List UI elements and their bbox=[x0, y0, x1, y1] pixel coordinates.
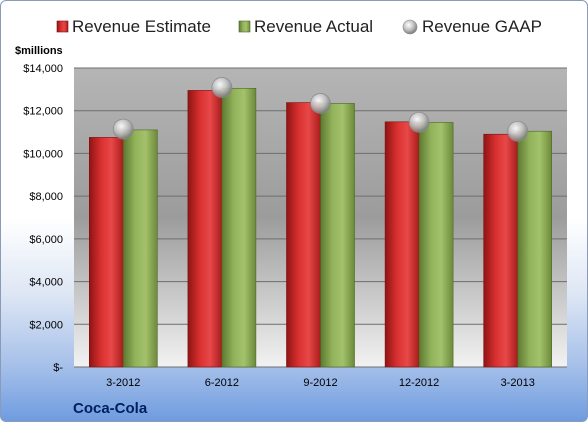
bar-revenue-actual bbox=[320, 103, 355, 368]
y-tick-label: $10,000 bbox=[23, 148, 63, 160]
marker-revenue-gaap bbox=[211, 77, 233, 98]
bars bbox=[89, 87, 553, 368]
marker-revenue-gaap bbox=[507, 120, 529, 142]
legend-label-actual: Revenue Actual bbox=[254, 17, 373, 36]
y-tick-label: $4,000 bbox=[29, 277, 63, 289]
marker-revenue-gaap bbox=[408, 111, 430, 133]
y-tick-label: $14,000 bbox=[23, 63, 63, 75]
legend-swatch-actual bbox=[238, 20, 251, 33]
bar-revenue-estimate bbox=[286, 102, 321, 368]
bar-revenue-estimate bbox=[187, 90, 223, 368]
legend-swatch-gaap bbox=[402, 19, 418, 35]
bar-revenue-actual bbox=[221, 87, 257, 368]
y-tick-label: $- bbox=[53, 362, 63, 374]
y-tick-label: $2,000 bbox=[29, 319, 63, 331]
x-tick-label: 6-2012 bbox=[205, 377, 239, 389]
marker-revenue-gaap bbox=[112, 118, 134, 140]
legend-item-revenue-gaap: Revenue GAAP bbox=[402, 17, 542, 36]
company-name: Coca-Cola bbox=[73, 400, 148, 417]
x-axis-ticks: 3-2012 6-2012 9-2012 12-2012 3-2013 bbox=[106, 377, 535, 389]
x-tick-label: 3-2012 bbox=[106, 377, 140, 389]
x-tick-label: 9-2012 bbox=[303, 377, 337, 389]
bar-revenue-estimate bbox=[384, 121, 420, 368]
bar-revenue-actual bbox=[517, 130, 553, 368]
x-tick-label: 12-2012 bbox=[399, 377, 439, 389]
bar-revenue-estimate bbox=[89, 137, 124, 368]
bar-revenue-actual bbox=[123, 129, 158, 368]
gaap-markers bbox=[112, 77, 529, 142]
y-tick-label: $8,000 bbox=[29, 191, 63, 203]
legend-swatch-estimate bbox=[56, 20, 69, 33]
marker-revenue-gaap bbox=[310, 93, 331, 114]
legend-item-revenue-actual: Revenue Actual bbox=[238, 17, 373, 36]
y-axis-ticks: $- $2,000 $4,000 $6,000 $8,000 $10,000 $12,000… bbox=[23, 63, 63, 374]
bar-revenue-actual bbox=[418, 122, 454, 368]
legend: Revenue Estimate Revenue Actual Revenue … bbox=[56, 17, 542, 36]
x-tick-label: 3-2013 bbox=[501, 377, 535, 389]
y-axis-unit-label: $millions bbox=[15, 45, 63, 57]
legend-label-gaap: Revenue GAAP bbox=[422, 17, 542, 36]
y-tick-label: $12,000 bbox=[23, 106, 63, 118]
legend-label-estimate: Revenue Estimate bbox=[72, 17, 211, 36]
bar-revenue-estimate bbox=[483, 133, 519, 368]
legend-item-revenue-estimate: Revenue Estimate bbox=[56, 17, 211, 36]
y-tick-label: $6,000 bbox=[29, 234, 63, 246]
